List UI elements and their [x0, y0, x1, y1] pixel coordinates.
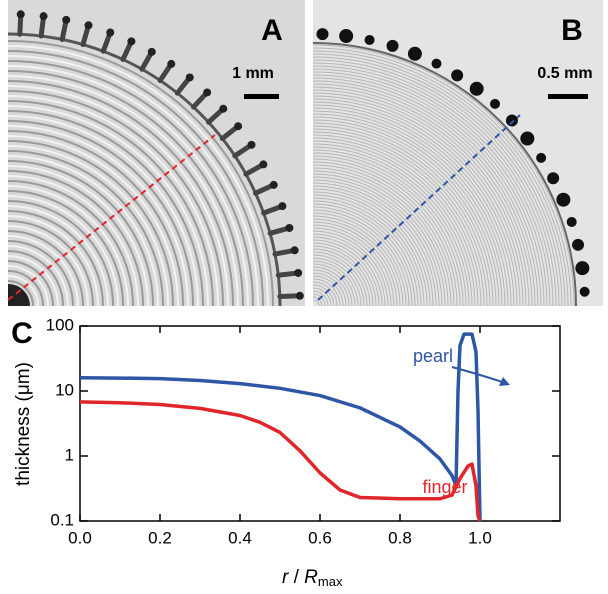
finger-tip — [185, 73, 194, 82]
pearl-drop — [572, 238, 585, 251]
pearl-drop — [316, 28, 329, 41]
finger-tip — [16, 10, 25, 19]
pearl-drop — [547, 172, 560, 185]
pearl-drop — [469, 81, 484, 96]
plot-frame — [79, 325, 561, 522]
pearl-drop — [431, 58, 442, 69]
pearl-drop — [579, 286, 590, 297]
finger-tip — [203, 88, 212, 97]
finger-tip — [219, 104, 228, 113]
panel-label: C — [11, 317, 33, 350]
finger-tip — [167, 59, 176, 68]
pearl-drop — [339, 29, 354, 44]
x-tick-label: 0.2 — [148, 528, 172, 547]
finger-tip — [127, 37, 136, 46]
cut-line — [8, 134, 216, 301]
series-line — [79, 332, 482, 522]
x-label-part: max — [318, 574, 343, 589]
pearl-drop — [451, 69, 464, 82]
finger-tip — [285, 223, 294, 232]
finger-tip — [247, 140, 256, 149]
finger-tip — [290, 246, 299, 255]
x-tick-label: 0.6 — [308, 528, 332, 547]
y-tick-label: 0.1 — [50, 510, 74, 529]
scale-bar — [548, 94, 588, 99]
y-tick-label: 10 — [55, 380, 74, 399]
x-label-part: r — [282, 567, 289, 588]
panel-label: B — [561, 14, 583, 47]
finger-tip — [259, 160, 268, 169]
scale-bar — [244, 94, 279, 99]
finger-tip — [62, 15, 71, 24]
panel-label: A — [261, 14, 283, 47]
x-label-part: R — [304, 567, 318, 588]
dark-core — [8, 284, 30, 306]
pearl-drop — [364, 34, 375, 45]
finger-tip — [278, 202, 287, 211]
pearl-drop — [575, 261, 590, 276]
cut-line — [317, 114, 521, 301]
finger-tip — [294, 268, 303, 277]
finger-tip — [84, 21, 93, 30]
x-tick-label: 0.8 — [388, 528, 412, 547]
photo-a — [8, 0, 305, 306]
x-label-part: / — [288, 567, 304, 588]
finger-tip — [147, 47, 156, 56]
scale-bar-label: 0.5 mm — [537, 65, 592, 82]
pearl-drop — [536, 152, 547, 163]
y-axis-label: thickness (μm) — [13, 362, 34, 486]
scale-bar-label: 1 mm — [232, 65, 274, 82]
arrow-head — [499, 377, 510, 386]
finger-tip — [295, 291, 304, 300]
x-axis-label: r / Rmax — [282, 567, 343, 589]
pearl-drop — [386, 39, 399, 52]
finger-tip — [234, 122, 243, 131]
pearl-drop — [490, 98, 501, 109]
pearl-drop — [556, 192, 571, 207]
pearl-drop — [407, 46, 422, 61]
finger-tip — [39, 12, 48, 21]
pearl-drop — [505, 114, 518, 127]
finger-tip — [106, 28, 115, 37]
pearl-drop — [566, 216, 577, 227]
series-label: finger — [422, 477, 467, 497]
photo-b — [313, 0, 603, 306]
x-tick-label: 1.0 — [468, 528, 492, 547]
y-tick-label: 1 — [65, 445, 74, 464]
finger-tip — [269, 180, 278, 189]
y-tick-label: 100 — [46, 315, 74, 334]
series-label: pearl — [413, 346, 453, 366]
x-tick-label: 0.0 — [68, 528, 92, 547]
pearl-drop — [520, 131, 535, 146]
x-tick-label: 0.4 — [228, 528, 252, 547]
series-line — [79, 400, 482, 522]
